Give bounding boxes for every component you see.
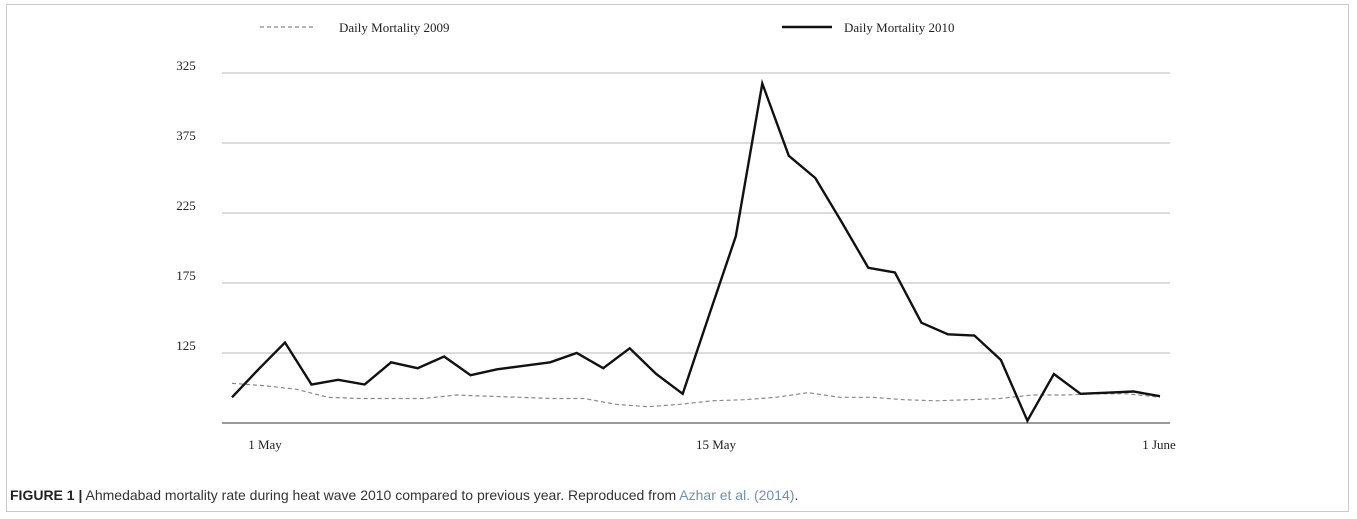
series-line-2010 bbox=[231, 78, 1161, 424]
series-layer bbox=[231, 78, 1161, 424]
x-axis-ticks: 1 May 15 May 1 June bbox=[248, 437, 1176, 452]
y-tick-label: 325 bbox=[176, 58, 196, 73]
figure-caption: FIGURE 1 | Ahmedabad mortality rate duri… bbox=[10, 487, 1340, 503]
y-tick-label: 175 bbox=[176, 268, 196, 283]
figure-frame bbox=[6, 4, 1349, 512]
legend: Daily Mortality 2009 Daily Mortality 201… bbox=[260, 20, 955, 35]
y-tick-label: 375 bbox=[176, 128, 196, 143]
caption-end: . bbox=[794, 487, 799, 503]
caption-citation-link[interactable]: Azhar et al. (2014) bbox=[679, 487, 795, 503]
x-tick-label: 1 May bbox=[248, 437, 282, 452]
y-tick-label: 225 bbox=[176, 198, 196, 213]
caption-text: Ahmedabad mortality rate during heat wav… bbox=[82, 487, 680, 503]
caption-label: FIGURE 1 | bbox=[10, 487, 83, 503]
x-tick-label: 15 May bbox=[696, 437, 737, 452]
chart: Daily Mortality 2009 Daily Mortality 201… bbox=[176, 20, 1176, 452]
y-tick-label: 125 bbox=[176, 338, 196, 353]
legend-label-2009: Daily Mortality 2009 bbox=[339, 20, 450, 35]
x-tick-label: 1 June bbox=[1142, 437, 1176, 452]
y-axis-ticks: 125 175 225 375 325 bbox=[176, 58, 196, 353]
legend-label-2010: Daily Mortality 2010 bbox=[844, 20, 955, 35]
series-line-2009 bbox=[231, 382, 1161, 408]
gridlines bbox=[222, 72, 1170, 354]
